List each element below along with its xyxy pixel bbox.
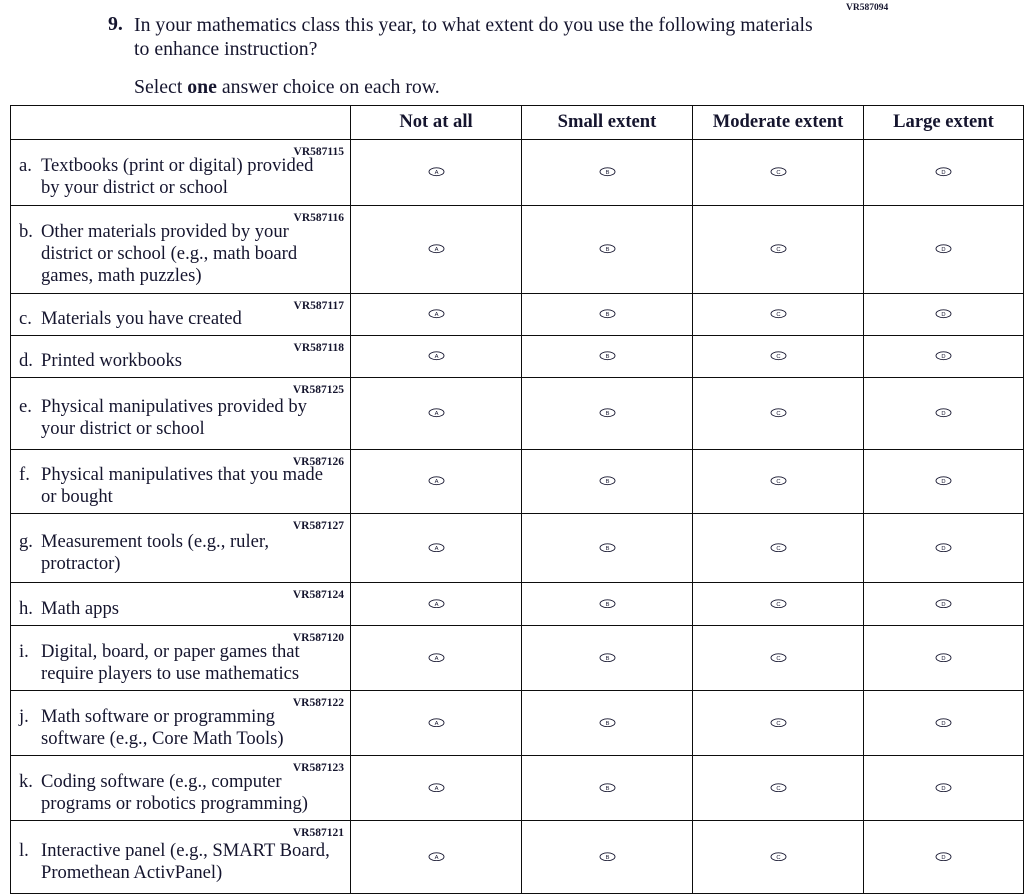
- svg-text:C: C: [776, 656, 780, 662]
- svg-text:B: B: [605, 312, 609, 318]
- svg-text:D: D: [941, 354, 945, 360]
- svg-text:B: B: [605, 170, 609, 176]
- svg-text:D: D: [941, 312, 945, 318]
- svg-text:D: D: [941, 546, 945, 552]
- svg-text:B: B: [605, 602, 609, 608]
- svg-text:B: B: [605, 786, 609, 792]
- svg-text:C: C: [776, 786, 780, 792]
- svg-text:A: A: [434, 786, 438, 792]
- svg-text:D: D: [941, 721, 945, 727]
- svg-text:C: C: [776, 312, 780, 318]
- svg-text:C: C: [776, 546, 780, 552]
- svg-text:C: C: [776, 170, 780, 176]
- svg-text:C: C: [776, 602, 780, 608]
- svg-text:D: D: [941, 170, 945, 176]
- svg-text:A: A: [434, 855, 438, 861]
- svg-text:B: B: [605, 247, 609, 253]
- svg-text:B: B: [605, 855, 609, 861]
- svg-text:B: B: [605, 411, 609, 417]
- svg-text:A: A: [434, 170, 438, 176]
- svg-text:B: B: [605, 656, 609, 662]
- svg-text:C: C: [776, 479, 780, 485]
- svg-text:B: B: [605, 479, 609, 485]
- svg-text:D: D: [941, 656, 945, 662]
- svg-text:D: D: [941, 479, 945, 485]
- svg-text:C: C: [776, 855, 780, 861]
- svg-text:D: D: [941, 855, 945, 861]
- svg-text:A: A: [434, 354, 438, 360]
- svg-text:C: C: [776, 411, 780, 417]
- svg-text:D: D: [941, 602, 945, 608]
- svg-text:C: C: [776, 247, 780, 253]
- svg-text:B: B: [605, 546, 609, 552]
- svg-text:B: B: [605, 721, 609, 727]
- svg-text:B: B: [605, 354, 609, 360]
- svg-text:D: D: [941, 786, 945, 792]
- svg-text:A: A: [434, 247, 438, 253]
- svg-text:D: D: [941, 247, 945, 253]
- svg-text:A: A: [434, 411, 438, 417]
- svg-text:A: A: [434, 312, 438, 318]
- svg-text:A: A: [434, 602, 438, 608]
- svg-text:C: C: [776, 721, 780, 727]
- svg-text:A: A: [434, 479, 438, 485]
- svg-text:D: D: [941, 411, 945, 417]
- svg-text:A: A: [434, 656, 438, 662]
- svg-text:A: A: [434, 721, 438, 727]
- svg-text:C: C: [776, 354, 780, 360]
- svg-text:A: A: [434, 546, 438, 552]
